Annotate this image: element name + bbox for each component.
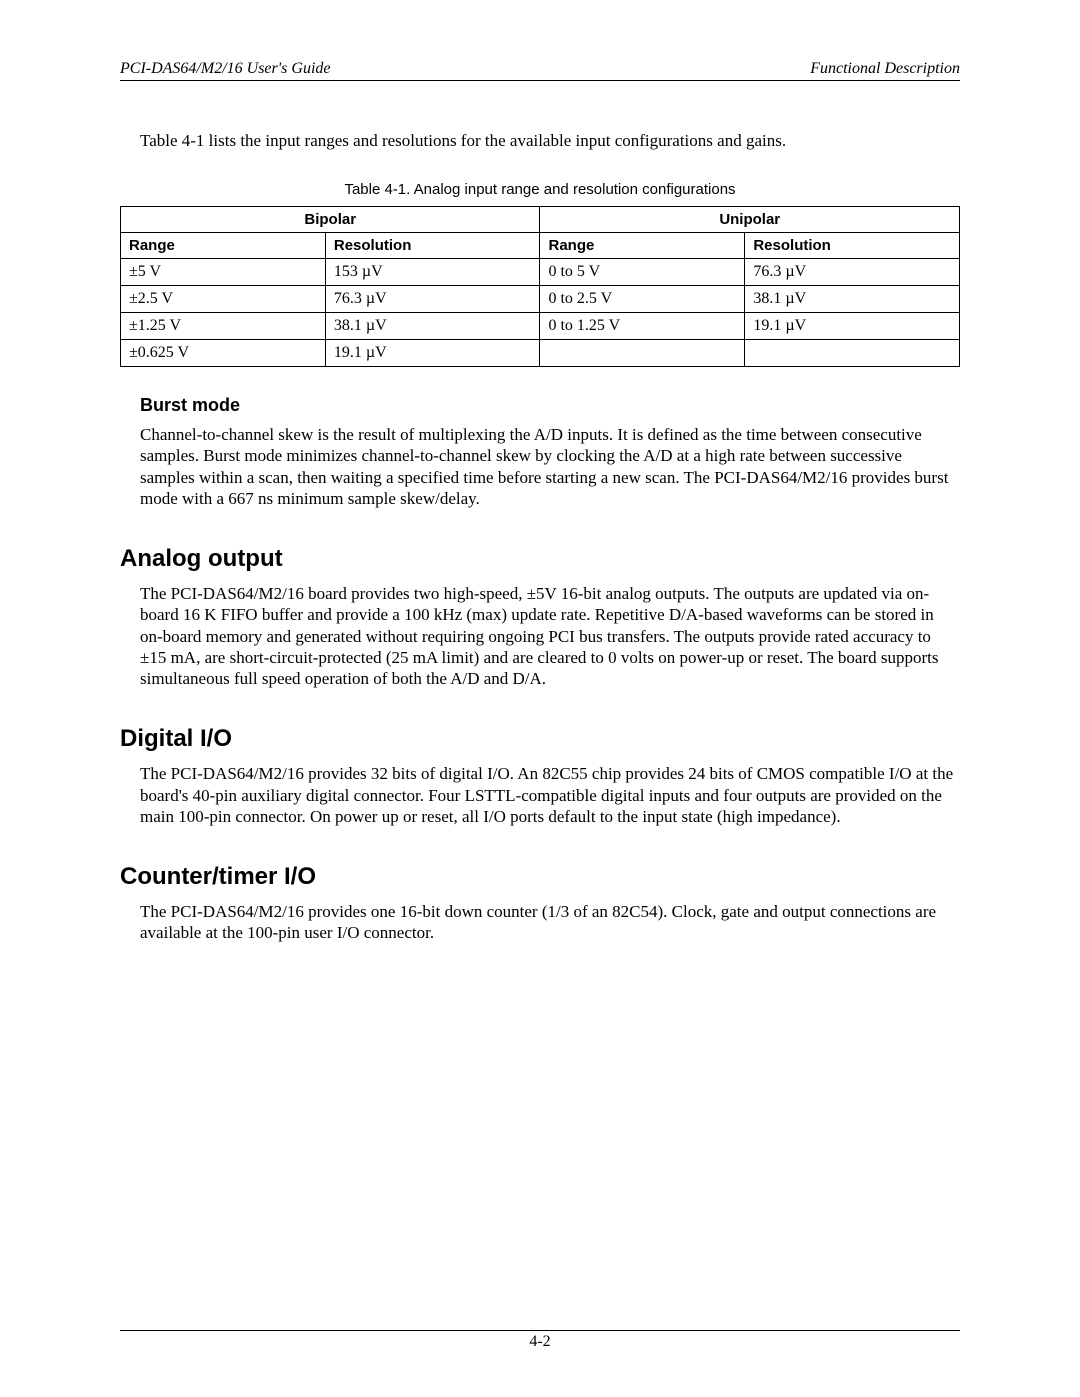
- table-group-row: Bipolar Unipolar: [121, 207, 960, 233]
- running-header: PCI-DAS64/M2/16 User's Guide Functional …: [120, 60, 960, 81]
- th-resolution-unipolar: Resolution: [745, 233, 960, 259]
- cell-unipolar-range: 0 to 1.25 V: [540, 313, 745, 340]
- cell-unipolar-res: [745, 340, 960, 367]
- header-left: PCI-DAS64/M2/16 User's Guide: [120, 60, 331, 78]
- analog-output-heading: Analog output: [120, 545, 960, 573]
- cell-bipolar-range: ±2.5 V: [121, 286, 326, 313]
- cell-unipolar-res: 38.1 µV: [745, 286, 960, 313]
- config-table: Bipolar Unipolar Range Resolution Range …: [120, 206, 960, 367]
- burst-mode-text: Channel-to-channel skew is the result of…: [140, 424, 960, 509]
- page: PCI-DAS64/M2/16 User's Guide Functional …: [0, 0, 1080, 1397]
- cell-unipolar-range: 0 to 2.5 V: [540, 286, 745, 313]
- cell-bipolar-res: 19.1 µV: [325, 340, 540, 367]
- analog-output-text: The PCI-DAS64/M2/16 board provides two h…: [140, 583, 960, 689]
- th-bipolar: Bipolar: [121, 207, 540, 233]
- cell-bipolar-range: ±5 V: [121, 259, 326, 286]
- digital-io-heading: Digital I/O: [120, 725, 960, 753]
- table-caption: Table 4-1. Analog input range and resolu…: [120, 181, 960, 198]
- table-row: ±0.625 V 19.1 µV: [121, 340, 960, 367]
- page-number: 4-2: [529, 1333, 550, 1350]
- burst-mode-heading: Burst mode: [140, 395, 960, 416]
- cell-bipolar-res: 76.3 µV: [325, 286, 540, 313]
- table-row: ±1.25 V 38.1 µV 0 to 1.25 V 19.1 µV: [121, 313, 960, 340]
- cell-bipolar-res: 38.1 µV: [325, 313, 540, 340]
- header-right: Functional Description: [810, 60, 960, 78]
- cell-unipolar-range: [540, 340, 745, 367]
- digital-io-text: The PCI-DAS64/M2/16 provides 32 bits of …: [140, 763, 960, 827]
- table-header-row: Range Resolution Range Resolution: [121, 233, 960, 259]
- counter-timer-heading: Counter/timer I/O: [120, 863, 960, 891]
- cell-unipolar-res: 76.3 µV: [745, 259, 960, 286]
- intro-paragraph: Table 4-1 lists the input ranges and res…: [140, 131, 960, 151]
- page-footer: 4-2: [120, 1330, 960, 1351]
- counter-timer-text: The PCI-DAS64/M2/16 provides one 16-bit …: [140, 901, 960, 944]
- th-unipolar: Unipolar: [540, 207, 960, 233]
- cell-unipolar-range: 0 to 5 V: [540, 259, 745, 286]
- table-row: ±5 V 153 µV 0 to 5 V 76.3 µV: [121, 259, 960, 286]
- cell-bipolar-range: ±0.625 V: [121, 340, 326, 367]
- th-range-bipolar: Range: [121, 233, 326, 259]
- cell-unipolar-res: 19.1 µV: [745, 313, 960, 340]
- table-row: ±2.5 V 76.3 µV 0 to 2.5 V 38.1 µV: [121, 286, 960, 313]
- cell-bipolar-res: 153 µV: [325, 259, 540, 286]
- cell-bipolar-range: ±1.25 V: [121, 313, 326, 340]
- th-range-unipolar: Range: [540, 233, 745, 259]
- th-resolution-bipolar: Resolution: [325, 233, 540, 259]
